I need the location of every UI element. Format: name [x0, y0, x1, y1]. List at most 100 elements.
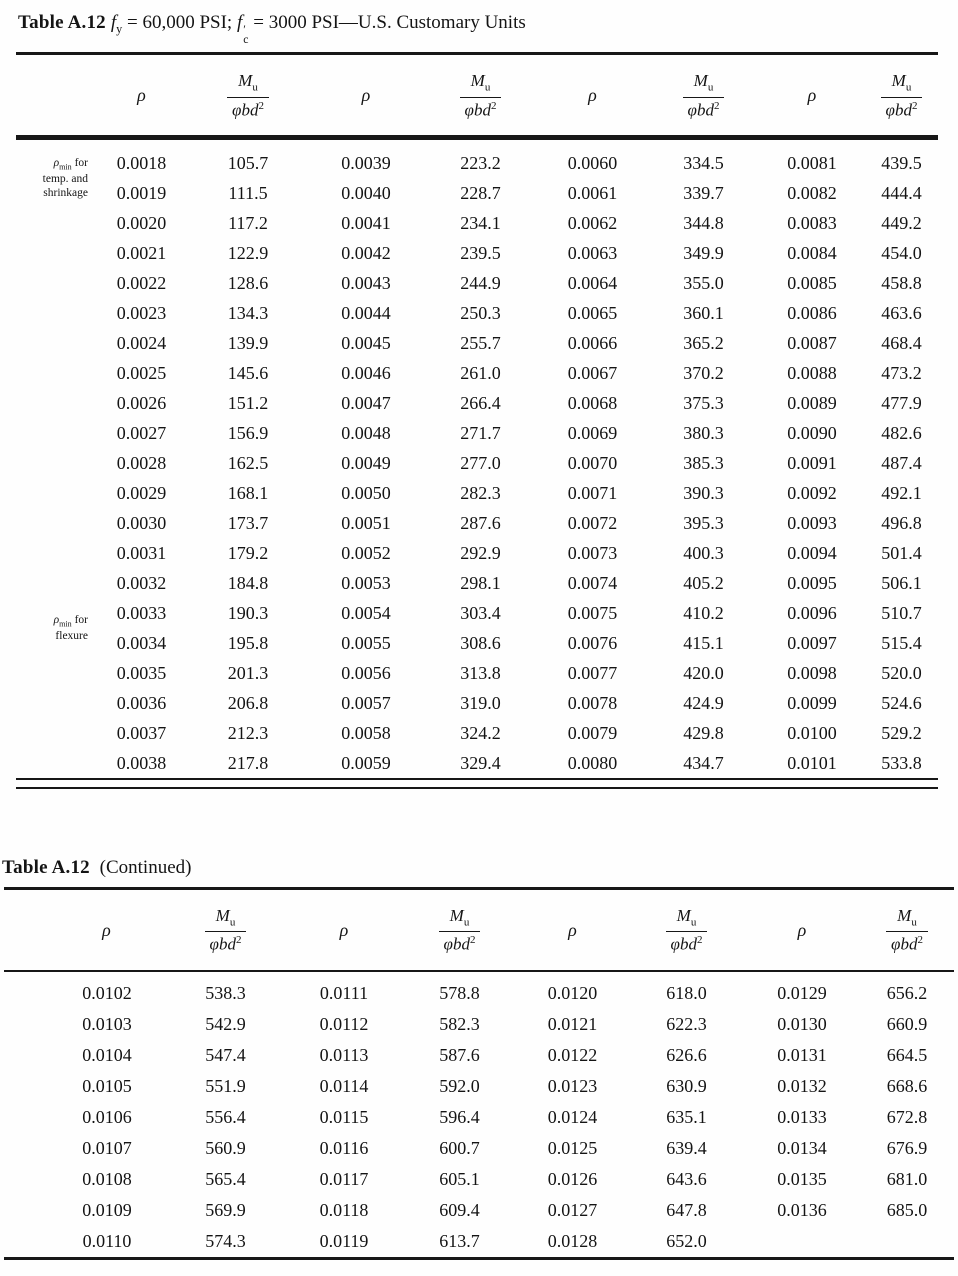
cell-rho: 0.0111: [319, 983, 369, 1004]
row-annotation-empty: [16, 508, 95, 538]
cell-mu-phibd2: 556.4: [205, 1107, 246, 1128]
cell-rho: 0.0116: [319, 1138, 369, 1159]
cell-rho: 0.0045: [341, 332, 391, 353]
cell-mu-phibd2: 201.3: [227, 662, 269, 683]
header-row: ρ Mu φbd2 ρ Mu φbd2 ρ Mu φbd2 ρ Mu φbd2: [4, 888, 954, 973]
column-header-mu-over-phi-bd2: Mu φbd2: [629, 888, 744, 973]
cell-rho: 0.0036: [116, 692, 167, 713]
cell-mu-phibd2: 574.3: [205, 1231, 246, 1252]
cell-rho: 0.0081: [787, 152, 837, 173]
cell-rho: 0.0091: [787, 452, 837, 473]
cell-rho: 0.0119: [319, 1231, 369, 1252]
table-row: 0.0102 538.3 0.0111 578.8 0.0120 618.0 0.0129 6…: [4, 971, 954, 1009]
cell-rho: 0.0074: [567, 572, 618, 593]
cell-mu-phibd2: 506.1: [881, 572, 922, 593]
cell-mu-phibd2: 647.8: [666, 1200, 707, 1221]
cell-mu-phibd2: 538.3: [205, 983, 246, 1004]
cell-mu-phibd2: 206.8: [227, 692, 269, 713]
cell-rho: 0.0126: [547, 1169, 598, 1190]
table-row: 0.0032 184.8 0.0053 298.1 0.0074 405.2 0.0095 5…: [16, 568, 938, 598]
table-row: 0.0024 139.9 0.0045 255.7 0.0066 365.2 0.0087 4…: [16, 328, 938, 358]
cell-rho: 0.0115: [319, 1107, 369, 1128]
cell-rho: 0.0113: [319, 1045, 369, 1066]
cell-rho: 0.0032: [116, 572, 167, 593]
cell-mu-phibd2: 190.3: [227, 602, 269, 623]
mu-phibd2-fraction: Mu φbd2: [682, 72, 725, 118]
cell-rho: 0.0020: [116, 212, 167, 233]
cell-rho: 0.0133: [777, 1107, 827, 1128]
cell-mu-phibd2: 520.0: [881, 662, 922, 683]
cell-mu-phibd2: 234.1: [460, 212, 501, 233]
cell-rho: 0.0098: [787, 662, 837, 683]
table1-caption-label: Table A.12: [18, 12, 106, 33]
cell-mu-phibd2: 565.4: [205, 1169, 246, 1190]
cell-mu-phibd2: 547.4: [205, 1045, 246, 1066]
mu-phibd2-fraction: Mu φbd2: [227, 72, 269, 118]
fc-prime-subscript: ′ c: [243, 23, 249, 47]
cell-mu-phibd2: 529.2: [881, 722, 922, 743]
cell-mu-phibd2: 298.1: [460, 572, 501, 593]
cell-mu-phibd2: 390.3: [683, 482, 724, 503]
cell-rho: 0.0024: [116, 332, 167, 353]
cell-mu-phibd2: 271.7: [460, 422, 501, 443]
table-row: 0.0104 547.4 0.0113 587.6 0.0122 626.6 0.0131 6…: [4, 1040, 954, 1071]
mu-phibd2-fraction: Mu φbd2: [438, 907, 481, 953]
cell-rho: 0.0053: [341, 572, 391, 593]
cell-mu-phibd2: 324.2: [460, 722, 501, 743]
cell-rho: 0.0082: [787, 182, 837, 203]
cell-rho: 0.0049: [341, 452, 391, 473]
column-header-rho: ρ: [95, 53, 188, 141]
cell-rho: 0.0028: [116, 452, 167, 473]
cell-mu-phibd2: 111.5: [228, 182, 268, 203]
cell-rho: 0.0038: [116, 752, 167, 773]
cell-mu-phibd2: 639.4: [666, 1138, 707, 1159]
cell-mu-phibd2: 664.5: [886, 1045, 928, 1066]
cell-rho: 0.0064: [567, 272, 618, 293]
mu-phibd2-fraction: Mu φbd2: [886, 907, 928, 953]
cell-mu-phibd2: 434.7: [683, 752, 724, 773]
cell-rho: 0.0114: [319, 1076, 369, 1097]
cell-mu-phibd2: 643.6: [666, 1169, 707, 1190]
cell-rho: 0.0080: [567, 752, 618, 773]
cell-mu-phibd2: 618.0: [666, 983, 707, 1004]
cell-rho: 0.0109: [82, 1200, 132, 1221]
row-annotation-empty: [16, 688, 95, 718]
cell-rho: 0.0083: [787, 212, 837, 233]
row-annotation-empty: [16, 448, 95, 478]
fc-symbol: f: [236, 12, 243, 33]
mu-phibd2-fraction: Mu φbd2: [665, 907, 708, 953]
cell-rho: 0.0043: [341, 272, 391, 293]
cell-mu-phibd2: 501.4: [881, 542, 922, 563]
row-annotation: ρmin for temp. and shrinkage: [42, 157, 88, 200]
table-row: 0.0109 569.9 0.0118 609.4 0.0127 647.8 0.0136 6…: [4, 1195, 954, 1226]
cell-mu-phibd2: 510.7: [881, 602, 922, 623]
cell-rho: 0.0127: [547, 1200, 598, 1221]
cell-rho: 0.0063: [567, 242, 618, 263]
row-annotation-empty: [16, 388, 95, 418]
cell-rho: 0.0071: [567, 482, 618, 503]
cell-mu-phibd2: 524.6: [881, 692, 922, 713]
cell-rho: 0.0104: [82, 1045, 132, 1066]
table-row: 0.0106 556.4 0.0115 596.4 0.0124 635.1 0.0133 6…: [4, 1102, 954, 1133]
cell-mu-phibd2: 334.5: [683, 152, 724, 173]
cell-mu-phibd2: 134.3: [227, 302, 269, 323]
cell-mu-phibd2: 622.3: [666, 1014, 707, 1035]
cell-rho: 0.0130: [777, 1014, 827, 1035]
cell-mu-phibd2: 454.0: [881, 242, 922, 263]
table1-caption: Table A.12 fy = 60,000 PSI; f ′ c = 3000 PS…: [0, 0, 958, 52]
row-annotation-empty: [16, 298, 95, 328]
cell-mu-phibd2: 261.0: [460, 362, 501, 383]
cell-mu-phibd2: 145.6: [227, 362, 269, 383]
cell-rho: 0.0027: [116, 422, 167, 443]
cell-rho: 0.0044: [341, 302, 391, 323]
cell-mu-phibd2: 672.8: [886, 1107, 928, 1128]
column-header-mu-over-phi-bd2: Mu φbd2: [865, 53, 938, 141]
cell-mu-phibd2: 244.9: [460, 272, 501, 293]
table-row: 0.0023 134.3 0.0044 250.3 0.0065 360.1 0.0086 4…: [16, 298, 938, 328]
cell-rho: 0.0123: [547, 1076, 598, 1097]
table1-body: ρmin for temp. and shrinkage 0.0018 105.7 0.0…: [16, 138, 938, 779]
cell-mu-phibd2: 400.3: [683, 542, 724, 563]
cell-rho: 0.0078: [567, 692, 618, 713]
cell-rho: 0.0077: [567, 662, 618, 683]
table1-bottom-rule: [16, 778, 938, 790]
